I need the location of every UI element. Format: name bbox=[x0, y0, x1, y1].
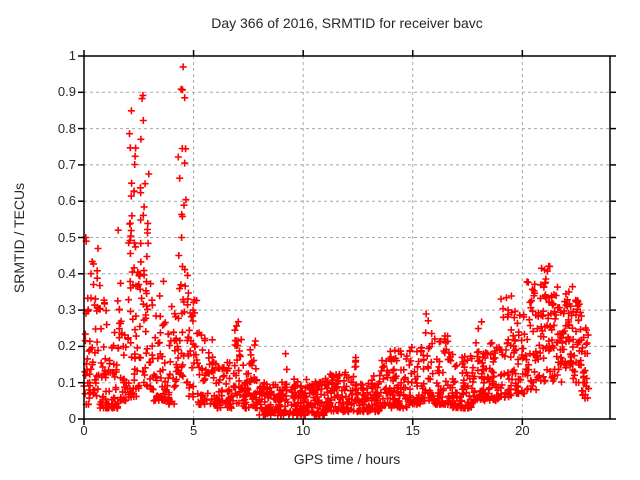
chart-title: Day 366 of 2016, SRMTID for receiver bav… bbox=[211, 15, 483, 31]
y-tick-label: 0.1 bbox=[57, 374, 76, 390]
y-tick-label: 0.4 bbox=[57, 265, 76, 281]
x-tick-label: 20 bbox=[515, 423, 530, 438]
x-tick-label: 5 bbox=[189, 423, 198, 438]
x-tick-label: 15 bbox=[405, 423, 420, 438]
x-tick-label: 10 bbox=[295, 423, 311, 438]
y-tick-label: 0.7 bbox=[57, 156, 76, 172]
plot-border bbox=[83, 55, 611, 420]
axis-ticks bbox=[78, 50, 616, 425]
y-tick-label: 0 bbox=[68, 411, 76, 426]
y-tick-label: 0.9 bbox=[57, 84, 76, 100]
y-tick-label: 0.5 bbox=[57, 229, 76, 245]
y-tick-label: 0.2 bbox=[57, 338, 76, 354]
data-points bbox=[80, 63, 593, 419]
y-tick-label: 0.8 bbox=[57, 120, 76, 136]
x-axis-label: GPS time / hours bbox=[293, 451, 401, 467]
y-tick-label: 1 bbox=[68, 48, 76, 63]
y-tick-label: 0.6 bbox=[57, 193, 76, 209]
x-tick-label: 0 bbox=[80, 423, 88, 438]
y-tick-label: 0.3 bbox=[57, 302, 76, 318]
